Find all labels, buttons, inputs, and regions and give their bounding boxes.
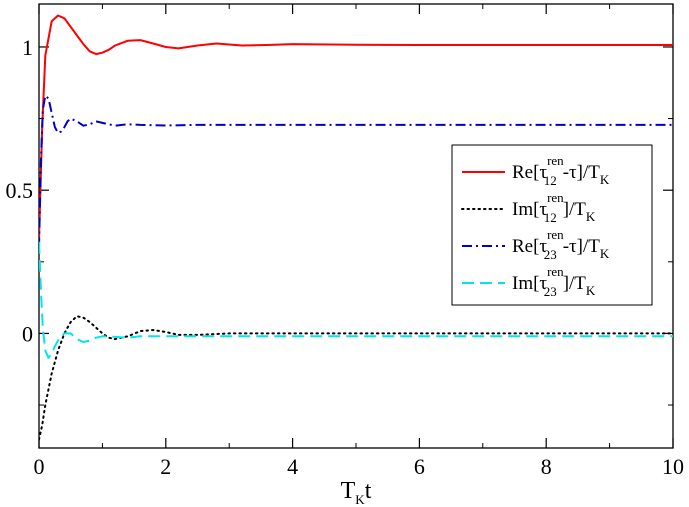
x-tick-label: 8 (541, 454, 552, 479)
x-tick-label: 10 (662, 454, 684, 479)
legend-box (451, 144, 653, 306)
y-tick-label: 0.5 (6, 178, 34, 203)
series-line-3 (39, 94, 673, 248)
tick-labels: 0 2 4 6 8 10 0 0.5 1 (6, 35, 685, 479)
y-tick-label: 1 (22, 35, 33, 60)
x-axis-label: TKt (341, 478, 372, 507)
series-line-2 (39, 315, 673, 441)
x-tick-label: 6 (414, 454, 425, 479)
legend-label-2: Im[τren 12]/TK (512, 190, 596, 225)
legend-label-1: Re[τren 12 -τ]/TK (512, 153, 610, 188)
series-line-1 (39, 14, 673, 239)
legend-label-3: Re[τren 23 -τ]/TK (512, 227, 610, 262)
x-tick-label: 4 (287, 454, 298, 479)
x-tick-label: 2 (160, 454, 171, 479)
y-tick-label: 0 (22, 321, 33, 346)
legend-label-4: Im[τren 23]/TK (512, 264, 596, 299)
series-lines (39, 14, 673, 441)
x-tick-label: 0 (34, 454, 45, 479)
series-line-4 (39, 241, 673, 359)
axis-ticks (38, 4, 674, 448)
